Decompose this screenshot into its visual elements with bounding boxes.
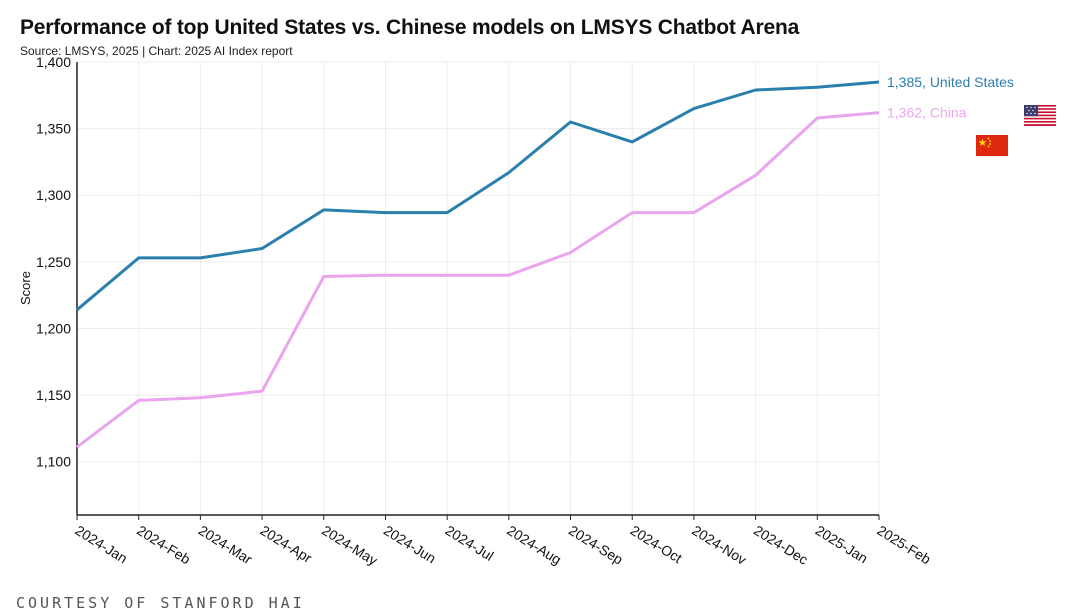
x-tick-label: 2024-Oct bbox=[628, 522, 685, 566]
end-label-united-states: 1,385, United States bbox=[887, 74, 1014, 90]
x-tick-label: 2024-Feb bbox=[134, 522, 193, 567]
x-tick-label: 2025-Feb bbox=[874, 522, 933, 567]
x-tick-label: 2024-Jul bbox=[443, 522, 497, 564]
y-tick-label: 1,250 bbox=[36, 254, 71, 270]
series-end-labels: 1,385, United States 1,362, China bbox=[887, 74, 1014, 121]
us-flag-icon bbox=[1024, 105, 1056, 126]
y-axis-label: Score bbox=[18, 271, 33, 305]
chart-source: Source: LMSYS, 2025 | Chart: 2025 AI Ind… bbox=[20, 44, 293, 58]
axes bbox=[76, 62, 879, 516]
y-tick-label: 1,400 bbox=[36, 54, 71, 70]
x-tick-label: 2024-Dec bbox=[751, 522, 811, 568]
x-tick-label: 2025-Jan bbox=[813, 522, 871, 567]
courtesy-credit: COURTESY OF STANFORD HAI bbox=[16, 594, 305, 612]
x-tick-label: 2024-Aug bbox=[504, 522, 564, 568]
x-tick-label: 2024-May bbox=[319, 522, 380, 569]
y-tick-label: 1,350 bbox=[36, 121, 71, 137]
x-tick-label: 2024-Mar bbox=[196, 522, 256, 567]
y-tick-label: 1,100 bbox=[36, 454, 71, 470]
x-tick-labels: 2024-Jan 2024-Feb 2024-Mar 2024-Apr 2024-May… bbox=[72, 515, 934, 569]
x-tick-label: 2024-Jan bbox=[72, 522, 130, 567]
x-tick-label: 2024-Apr bbox=[257, 522, 315, 566]
x-tick-label: 2024-Sep bbox=[566, 522, 626, 568]
chart-title: Performance of top United States vs. Chi… bbox=[20, 16, 800, 39]
china-flag-icon bbox=[976, 135, 1008, 156]
grid-lines bbox=[76, 61, 880, 515]
line-chart: 1,100 1,150 1,200 1,250 1,300 1,350 1,400 2024… bbox=[18, 54, 1056, 569]
y-tick-label: 1,300 bbox=[36, 187, 71, 203]
x-tick-label: 2024-Nov bbox=[689, 522, 749, 568]
series-line-united-states bbox=[76, 80, 880, 311]
y-tick-label: 1,200 bbox=[36, 320, 71, 336]
x-tick-label: 2024-Jun bbox=[381, 522, 439, 567]
y-tick-labels: 1,100 1,150 1,200 1,250 1,300 1,350 1,400 bbox=[36, 54, 71, 470]
end-label-china: 1,362, China bbox=[887, 105, 967, 121]
series-line-china bbox=[76, 111, 880, 449]
y-tick-label: 1,150 bbox=[36, 387, 71, 403]
series-lines bbox=[76, 80, 880, 449]
